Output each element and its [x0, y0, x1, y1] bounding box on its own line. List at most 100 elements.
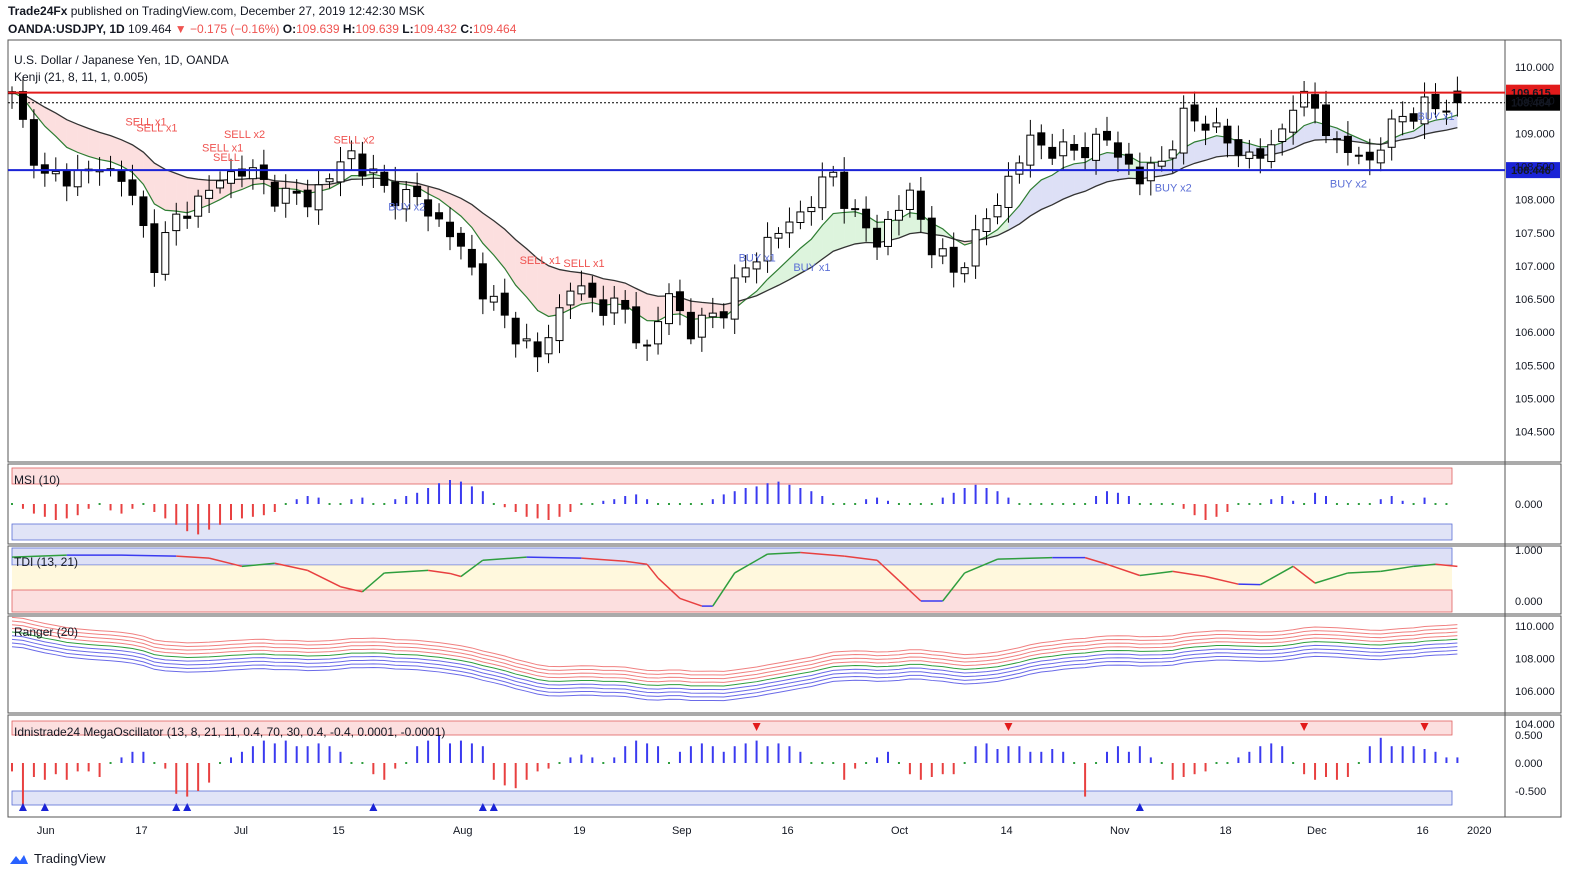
candle-body [402, 189, 411, 210]
price-tick-label: 109.500 [1515, 95, 1555, 107]
candle-body [1289, 109, 1298, 133]
kenji-cloud-segment [1041, 175, 1053, 210]
tdi-line-segment [1380, 565, 1414, 573]
time-tick-label: 2020 [1467, 825, 1491, 837]
time-tick-label: Aug [453, 825, 473, 837]
kenji-cloud-segment [285, 181, 297, 190]
candle-body [1409, 113, 1418, 122]
time-tick-label: Dec [1307, 825, 1327, 837]
candle-body [1431, 93, 1440, 110]
kenji-cloud-segment [450, 193, 461, 217]
candle-body [62, 170, 71, 187]
candle-body [1278, 128, 1287, 142]
candle-body [216, 180, 225, 189]
candle-body [1081, 147, 1090, 159]
kenji-cloud-segment [99, 132, 111, 162]
open-value: 109.639 [296, 22, 340, 36]
candle-body [1168, 149, 1177, 159]
tradingview-logo[interactable]: TradingView [8, 851, 106, 866]
tdi-line-segment [307, 569, 341, 588]
mo-tick-label: 0.500 [1515, 730, 1543, 742]
mo-lower-zone [11, 790, 1453, 806]
candle-body [1190, 104, 1199, 122]
tdi-line-segment [121, 554, 177, 557]
trade-signal-label: BUY x2 [388, 201, 425, 213]
pane-border-1 [7, 463, 1562, 545]
candle-body [1267, 144, 1276, 163]
kenji-cloud-segment [143, 152, 155, 204]
tdi-line-segment [384, 569, 429, 574]
kenji-cloud-segment [439, 189, 450, 208]
tdi-lower-zone [11, 589, 1453, 613]
mo-sell-marker [1300, 723, 1309, 731]
ranger-band-line [11, 624, 1458, 680]
kenji-cloud-segment [428, 186, 440, 200]
mo-buy-marker [1135, 803, 1144, 811]
candle-body [1343, 135, 1352, 153]
tdi-line-segment [1205, 575, 1239, 585]
last-price-tag-bg [1506, 94, 1560, 111]
tdi-line-segment [942, 572, 966, 602]
kenji-cloud-segment [121, 139, 133, 173]
ranger-tick-label: 106.000 [1515, 686, 1555, 698]
candle-body [522, 338, 531, 342]
candle-body [1157, 160, 1166, 167]
candle-body [1234, 139, 1243, 156]
kenji-cloud-segment [548, 265, 560, 317]
candle-body [1212, 122, 1221, 128]
candle-body [128, 179, 137, 196]
candle-body [1146, 162, 1155, 182]
pane-frames [7, 39, 1562, 818]
trade-signal-label: SELL x1 [520, 255, 561, 267]
candle-body [643, 344, 652, 347]
candle-body [708, 312, 717, 318]
trade-signal-label: SELL x2 [333, 134, 374, 146]
ranger-pane[interactable] [11, 616, 1458, 702]
mo-sell-marker [1420, 723, 1429, 731]
tdi-line-segment [1084, 556, 1108, 565]
down-arrow-icon: ▼ [174, 22, 187, 36]
time-tick-label: 16 [1417, 825, 1429, 837]
kenji-cloud-segment [1063, 163, 1075, 200]
ranger-band-line [11, 616, 1458, 672]
tdi-line-segment [1238, 583, 1261, 586]
tdi-line-segment [898, 580, 922, 602]
symbol-label[interactable]: OANDA:USDJPY, 1D [8, 22, 125, 36]
mo-buy-marker [18, 803, 27, 811]
tdi-tick-label: 1.000 [1515, 545, 1543, 557]
candle-body [1365, 151, 1374, 161]
msi-label: MSI (10) [14, 473, 60, 487]
tdi-line-segment [657, 577, 681, 599]
candle-body [292, 190, 301, 194]
candle-body [237, 168, 246, 177]
candle-body [456, 232, 465, 247]
candle-body [172, 213, 181, 232]
author-name[interactable]: Trade24Fx [8, 4, 68, 18]
msi-pane[interactable] [11, 467, 1453, 541]
tdi-line-segment [361, 572, 385, 593]
tdi-line-segment [460, 559, 484, 578]
candle-body [150, 223, 159, 273]
megaoscillator-pane[interactable] [11, 720, 1459, 811]
candle-body [730, 277, 739, 320]
trade-signal-label: BUY x1 [793, 262, 830, 274]
kenji-cloud-segment [822, 213, 834, 260]
tdi-pane[interactable] [11, 547, 1458, 613]
candle-body [347, 150, 356, 160]
tdi-line-segment [1172, 570, 1206, 578]
price-tick-label: 107.000 [1515, 261, 1555, 273]
kenji-cloud-segment [110, 135, 122, 167]
tdi-line-segment [11, 554, 67, 558]
candle-body [248, 167, 257, 180]
kenji-cloud-segment [844, 211, 856, 248]
kenji-cloud-segment [33, 100, 45, 127]
candle-body [577, 285, 586, 295]
kenji-cloud-segment [1008, 205, 1020, 231]
candle-body [927, 217, 936, 256]
candle-body [29, 119, 38, 166]
candle-body [358, 153, 367, 177]
ranger-band-line [11, 646, 1458, 702]
kenji-cloud-segment [778, 258, 790, 286]
